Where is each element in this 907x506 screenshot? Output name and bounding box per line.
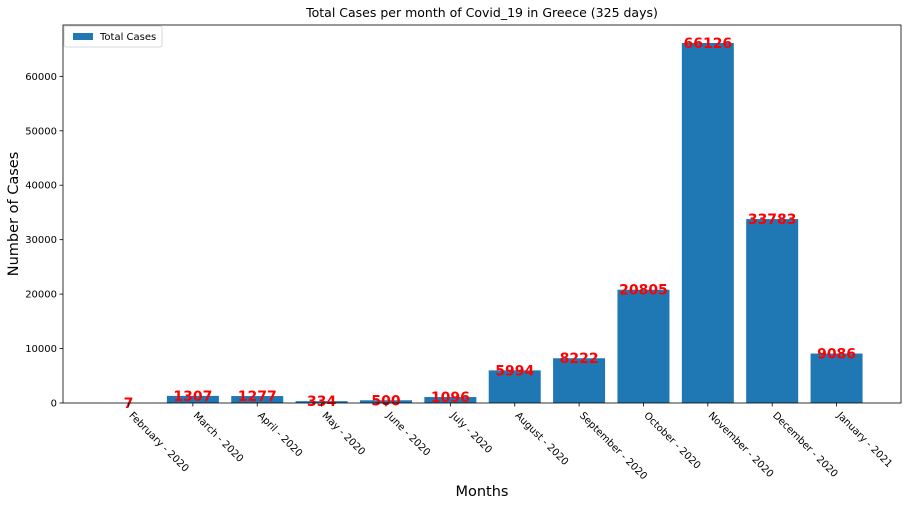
legend-swatch [73,33,93,40]
data-label-6: 5994 [495,363,534,379]
data-label-1: 1307 [173,389,212,405]
data-label-7: 8222 [560,351,599,367]
bars-layer [102,42,863,403]
bar-3 [295,401,348,403]
data-label-2: 1277 [238,389,277,405]
legend-label: Total Cases [99,32,156,43]
y-tick-label-2: 20000 [25,290,57,301]
x-axis-label: Months [455,484,508,500]
y-tick-label-5: 50000 [25,126,57,137]
data-label-9: 66126 [683,36,732,52]
y-axis-label: Number of Cases [6,152,22,276]
x-tick-label-7: September - 2020 [577,410,649,482]
y-tick-label-1: 10000 [25,344,57,355]
bar-2 [231,396,284,403]
plot-frame [62,24,902,404]
bar-4 [359,400,412,403]
x-tick-label-11: January - 2021 [834,410,894,470]
x-tick-label-8: October - 2020 [641,410,702,471]
bar-10 [746,219,799,403]
bar-6 [488,370,541,403]
y-tick-label-0: 0 [51,399,57,410]
data-label-10: 33783 [748,212,797,228]
data-label-11: 9086 [817,347,856,363]
x-tick-label-9: November - 2020 [706,410,776,480]
bar-9 [681,42,734,403]
y-tick-label-3: 30000 [25,235,57,246]
data-label-4: 500 [371,393,400,409]
legend-frame [63,25,163,48]
bar-8 [617,289,670,403]
data-label-3: 334 [307,394,336,410]
x-tick-label-5: July - 2020 [448,410,494,456]
x-tick-label-10: December - 2020 [770,410,839,479]
bar-5 [424,397,477,403]
data-label-5: 1096 [431,390,470,406]
legend: Total Cases [63,25,163,48]
x-tick-label-2: April - 2020 [255,410,304,459]
x-tick-label-3: May - 2020 [319,410,366,457]
y-tick-label-6: 60000 [25,72,57,83]
bar-11 [810,353,863,403]
bar-1 [166,395,219,403]
value-labels-layer: 7 1307 1277 334 500 1096599482222080566126337… [124,36,856,412]
bar-7 [553,358,606,403]
y-tick-label-4: 40000 [25,181,57,192]
data-label-8: 20805 [619,283,668,299]
chart-title: Total Cases per month of Covid_19 in Gre… [305,5,658,20]
x-tick-label-4: June - 2020 [383,410,432,459]
x-tick-label-0: February - 2020 [126,410,190,474]
x-tick-label-1: March - 2020 [191,410,245,464]
x-tick-label-6: August - 2020 [513,410,571,468]
